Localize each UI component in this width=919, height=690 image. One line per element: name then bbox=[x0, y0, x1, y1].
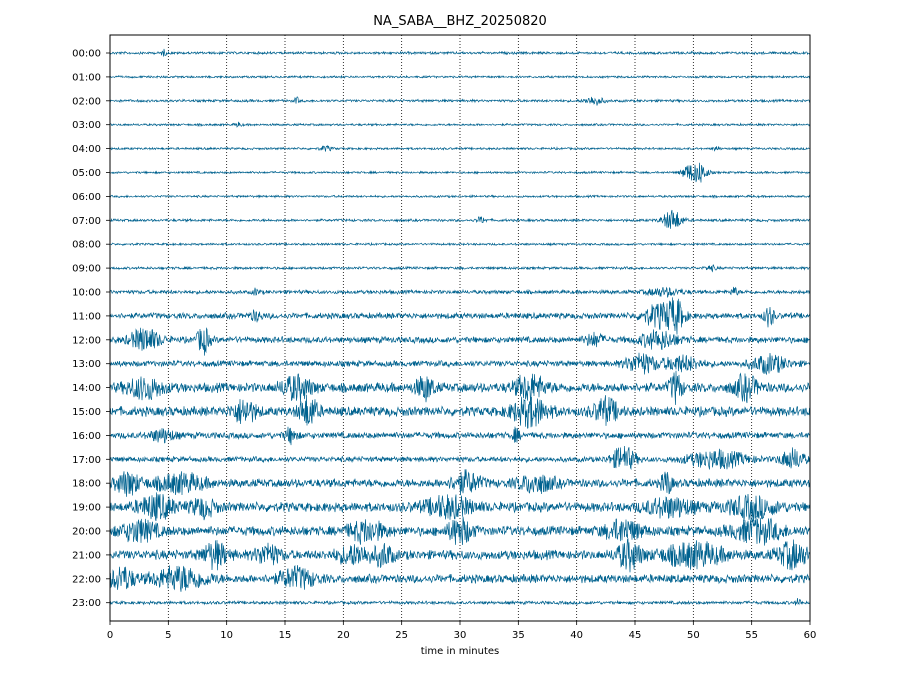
seismic-traces bbox=[109, 48, 811, 606]
y-tick-label: 18:00 bbox=[72, 479, 101, 490]
y-tick-label: 12:00 bbox=[72, 335, 101, 346]
trace-row bbox=[109, 194, 811, 199]
x-tick-label-50: 50 bbox=[687, 630, 700, 641]
y-tick-label: 23:00 bbox=[72, 598, 101, 609]
trace-row bbox=[109, 264, 811, 273]
y-tick-label: 10:00 bbox=[72, 288, 101, 299]
trace-row bbox=[109, 297, 811, 335]
y-tick-label: 05:00 bbox=[72, 168, 101, 179]
chart-title: NA_SABA__BHZ_20250820 bbox=[373, 14, 547, 29]
y-tick-label: 02:00 bbox=[72, 96, 101, 107]
y-tick-label: 14:00 bbox=[72, 383, 101, 394]
x-tick-label-35: 35 bbox=[512, 630, 525, 641]
trace-row bbox=[109, 492, 811, 522]
trace-row bbox=[109, 426, 811, 446]
trace-row bbox=[109, 394, 811, 429]
y-tick-label: 09:00 bbox=[72, 264, 101, 275]
plot-frame bbox=[109, 34, 811, 622]
trace-row bbox=[109, 469, 811, 497]
y-tick-label: 13:00 bbox=[72, 359, 101, 370]
y-tick-label: 00:00 bbox=[72, 49, 101, 60]
x-axis-label: time in minutes bbox=[421, 646, 500, 657]
trace-row bbox=[109, 565, 811, 592]
y-tick-label: 04:00 bbox=[72, 144, 101, 155]
trace-row bbox=[109, 96, 811, 106]
trace-row bbox=[109, 144, 811, 152]
y-tick-label: 17:00 bbox=[72, 455, 101, 466]
y-tick-label: 15:00 bbox=[72, 407, 101, 418]
x-tick-label-25: 25 bbox=[395, 630, 408, 641]
y-tick-label: 07:00 bbox=[72, 216, 101, 227]
y-tick-label: 19:00 bbox=[72, 503, 101, 514]
trace-row bbox=[109, 597, 811, 606]
trace-row bbox=[109, 538, 811, 573]
trace-row bbox=[109, 241, 811, 247]
trace-row bbox=[109, 74, 811, 80]
y-tick-label: 06:00 bbox=[72, 192, 101, 203]
y-tick-label: 16:00 bbox=[72, 431, 101, 442]
trace-row bbox=[109, 286, 811, 299]
trace-row bbox=[109, 370, 811, 405]
x-tick-label-15: 15 bbox=[279, 630, 292, 641]
x-tick-label-40: 40 bbox=[570, 630, 583, 641]
y-tick-label: 03:00 bbox=[72, 120, 101, 131]
trace-row bbox=[109, 121, 811, 128]
trace-row bbox=[109, 352, 811, 376]
trace-row bbox=[109, 209, 811, 229]
x-tick-label-20: 20 bbox=[337, 630, 350, 641]
x-tick-label-45: 45 bbox=[629, 630, 642, 641]
trace-row bbox=[109, 516, 811, 546]
trace-row bbox=[109, 327, 811, 356]
y-tick-label: 11:00 bbox=[72, 311, 101, 322]
y-tick-labels: 00:00 01:00 02:00 03:00 04:00 05:00 06:00 07:00… bbox=[72, 49, 110, 609]
y-tick-label: 20:00 bbox=[72, 527, 101, 538]
trace-row bbox=[109, 162, 811, 183]
y-tick-label: 21:00 bbox=[72, 550, 101, 561]
y-tick-label: 22:00 bbox=[72, 574, 101, 585]
trace-row bbox=[109, 446, 811, 471]
y-tick-label: 08:00 bbox=[72, 240, 101, 251]
x-tick-label-0: 0 bbox=[107, 630, 113, 641]
y-tick-label: 01:00 bbox=[72, 72, 101, 83]
x-tick-label-60: 60 bbox=[804, 630, 817, 641]
x-tick-label-10: 10 bbox=[220, 630, 233, 641]
x-tick-label-5: 5 bbox=[165, 630, 171, 641]
x-ticks: 0 5 10 15 20 25 30 35 40 45 50 55 60 bbox=[107, 621, 817, 641]
trace-row bbox=[109, 48, 811, 57]
x-tick-label-30: 30 bbox=[454, 630, 467, 641]
x-tick-label-55: 55 bbox=[745, 630, 758, 641]
